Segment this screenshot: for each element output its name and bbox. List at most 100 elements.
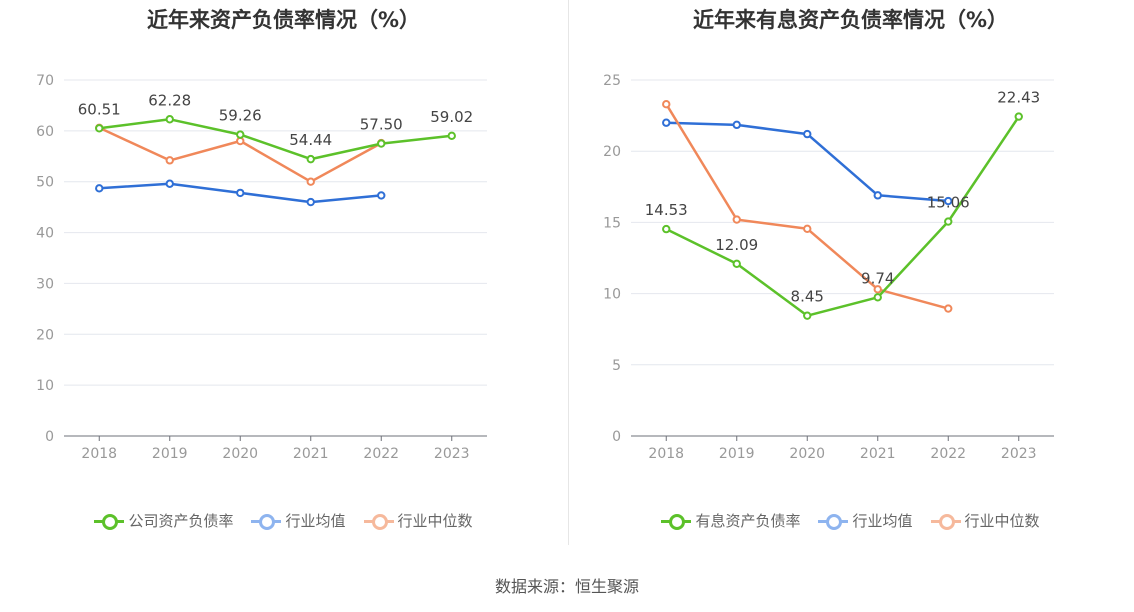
data-point	[306, 197, 315, 207]
x-tick-label: 2019	[152, 446, 188, 462]
legend-label: 行业中位数	[964, 512, 1040, 530]
legend-swatch-icon	[94, 513, 125, 530]
legend-marker	[102, 513, 119, 530]
data-source-note: 数据来源：恒生聚源	[494, 577, 639, 596]
data-point	[944, 217, 953, 226]
legend-item[interactable]: 行业中位数	[930, 510, 1040, 531]
data-point	[95, 184, 104, 193]
data-point	[165, 115, 174, 124]
x-tick-label: 2022	[363, 446, 399, 462]
data-point	[732, 215, 741, 224]
series-line	[665, 115, 1020, 317]
y-tick-label: 25	[603, 73, 621, 89]
data-label: 9.74	[861, 269, 894, 287]
legend-item[interactable]: 行业中位数	[363, 510, 473, 531]
chart-title: 近年来有息资产负债率情况（%）	[692, 8, 1009, 32]
data-point	[306, 177, 315, 186]
data-label: 14.53	[645, 201, 688, 219]
data-point	[944, 196, 953, 206]
data-point	[236, 130, 245, 139]
legend-label: 行业均值	[285, 512, 346, 530]
y-tick-label: 60	[36, 124, 54, 140]
y-tick-label: 10	[603, 287, 621, 303]
x-tick-label: 2023	[1001, 446, 1037, 462]
data-point	[236, 188, 245, 198]
data-point	[95, 124, 104, 133]
data-point	[1014, 112, 1023, 121]
data-label: 15.06	[927, 194, 970, 212]
data-point	[944, 304, 953, 313]
data-label: 22.43	[997, 89, 1040, 107]
legend-item[interactable]: 公司资产负债率	[94, 510, 233, 531]
x-tick-label: 2023	[434, 446, 470, 462]
x-tick-label: 2021	[293, 446, 329, 462]
data-point	[306, 154, 315, 164]
x-tick-label: 2020	[222, 446, 258, 462]
data-point	[732, 259, 741, 269]
legend-marker	[669, 513, 686, 530]
legend-item[interactable]: 有息资产负债率	[661, 510, 800, 531]
data-point	[732, 120, 741, 130]
x-tick-label: 2018	[648, 446, 684, 462]
interest-debt-ratio-chart: 0 5 10 15 20 25 2018 2019 2020 2021 2022 2023 14.53 1…	[603, 73, 1054, 462]
x-tick-label: 2021	[860, 446, 896, 462]
x-tick-label: 2018	[81, 446, 117, 462]
legend-label: 行业均值	[852, 512, 913, 530]
data-point	[803, 129, 812, 139]
y-tick-label: 10	[36, 378, 54, 394]
data-point	[447, 131, 456, 141]
chart-legend: 有息资产负债率 行业均值 行业中位数	[567, 510, 1134, 531]
y-tick-label: 0	[45, 429, 54, 445]
y-tick-label: 20	[603, 144, 621, 160]
data-point	[803, 224, 812, 234]
data-label: 12.09	[715, 236, 758, 254]
y-tick-label: 15	[603, 215, 621, 231]
y-tick-label: 50	[36, 175, 54, 191]
data-label: 60.51	[78, 100, 121, 118]
legend-label: 有息资产负债率	[695, 512, 801, 530]
legend-swatch-icon	[251, 513, 282, 530]
data-point	[377, 191, 386, 200]
data-point	[873, 285, 882, 294]
legend-swatch-icon	[930, 513, 961, 530]
y-tick-label: 70	[36, 73, 54, 89]
data-label: 8.45	[791, 288, 824, 306]
data-point	[873, 191, 882, 200]
legend-item[interactable]: 行业均值	[818, 510, 913, 531]
data-label: 57.50	[360, 116, 403, 134]
legend-swatch-icon	[661, 513, 692, 530]
x-tick-label: 2020	[789, 446, 825, 462]
legend-swatch-icon	[363, 513, 394, 530]
right-chart-panel: 近年来有息资产负债率情况（%） 0 5 10 15 20 25 2018 2019 2020 20…	[567, 0, 1134, 560]
data-point	[873, 293, 882, 302]
data-point	[662, 224, 671, 234]
legend-marker	[371, 513, 388, 530]
x-tick-label: 2019	[719, 446, 755, 462]
legend-label: 公司资产负债率	[128, 512, 234, 530]
y-tick-label: 20	[36, 327, 54, 343]
chart-title: 近年来资产负债率情况（%）	[146, 8, 421, 32]
chart-legend: 公司资产负债率 行业均值 行业中位数	[0, 510, 567, 531]
debt-ratio-chart: 0 10 20 30 40 50 60 70 2018 2019 2020 2021 2022 2023 6…	[36, 73, 487, 462]
data-label: 54.44	[289, 131, 332, 149]
legend-marker	[938, 513, 955, 530]
data-label: 59.02	[430, 108, 473, 126]
data-point	[662, 118, 671, 127]
data-label: 62.28	[148, 91, 191, 109]
series-line	[99, 118, 452, 161]
y-tick-label: 0	[612, 429, 621, 445]
data-point	[165, 179, 174, 188]
y-tick-label: 5	[612, 358, 621, 374]
legend-label: 行业中位数	[397, 512, 473, 530]
data-point	[803, 311, 812, 320]
x-tick-label: 2022	[930, 446, 966, 462]
legend-marker	[826, 513, 843, 530]
legend-item[interactable]: 行业均值	[251, 510, 346, 531]
legend-swatch-icon	[818, 513, 849, 530]
data-point	[377, 139, 386, 148]
y-tick-label: 40	[36, 226, 54, 242]
data-point	[165, 156, 174, 165]
legend-marker	[259, 513, 276, 530]
y-tick-label: 30	[36, 276, 54, 292]
left-chart-panel: 近年来资产负债率情况（%） 0 10 20 30 40 50 60 70 2018 2019 202…	[0, 0, 567, 560]
